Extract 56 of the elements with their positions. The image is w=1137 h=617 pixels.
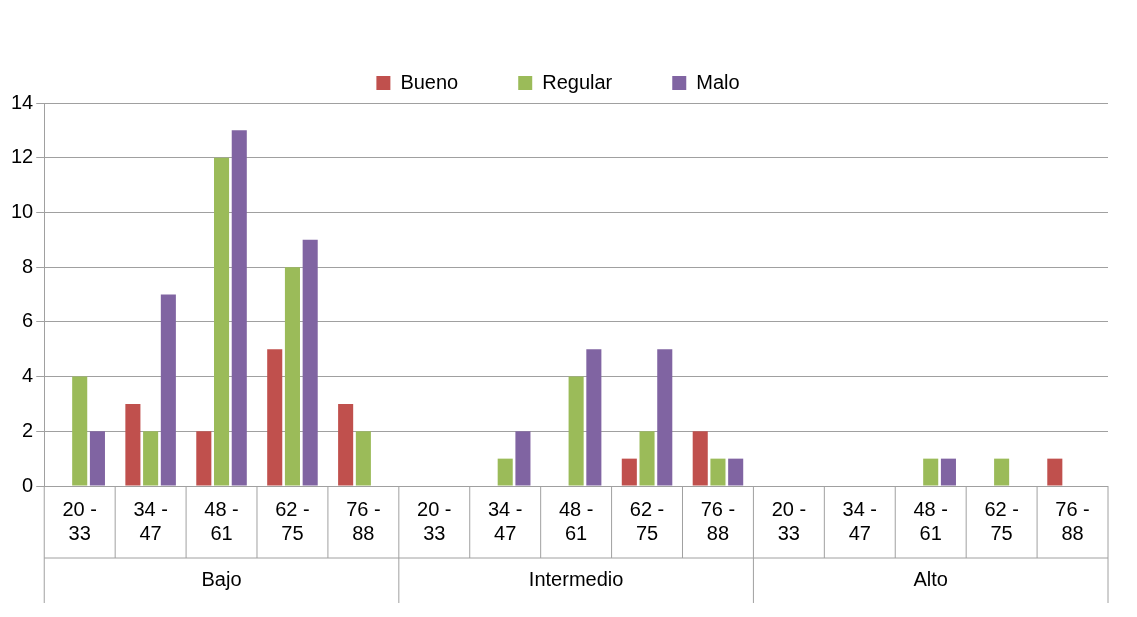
bar (89, 431, 105, 486)
x-tick-label: 34 - 47 (842, 497, 878, 544)
x-tick-label: 76 - 88 (700, 497, 736, 544)
x-tick-label: 20 - 33 (771, 497, 807, 544)
y-tick-label: 14 (11, 90, 34, 113)
x-tick-label: 76 - 88 (1055, 497, 1090, 544)
bar (302, 239, 318, 486)
x-tick-label: 34 - 47 (133, 497, 168, 544)
bar (196, 431, 212, 486)
x-tick-label: 62 - 75 (629, 497, 665, 544)
x-tick-label: 62 - 75 (275, 497, 310, 544)
bar (214, 157, 230, 486)
bar (160, 294, 176, 486)
y-tick-label: 10 (11, 199, 34, 222)
y-tick-label: 4 (22, 364, 34, 387)
bar (728, 458, 744, 486)
y-tick-label: 2 (22, 418, 34, 441)
legend-label: Malo (696, 70, 740, 93)
y-tick-label: 0 (22, 473, 34, 496)
bar (586, 349, 602, 486)
x-tick-label: 76 - 88 (346, 497, 381, 544)
bar (515, 431, 531, 486)
bar (568, 376, 584, 486)
bar (621, 458, 637, 486)
bar (994, 458, 1010, 486)
y-tick-label: 6 (22, 309, 34, 332)
bar (497, 458, 513, 486)
x-tick-label: 34 - 47 (487, 497, 523, 544)
bar (125, 403, 141, 486)
bar (284, 267, 300, 486)
text: Intermedio (528, 567, 624, 590)
bar (143, 431, 159, 486)
x-tick-label: 48 - 61 (913, 497, 948, 544)
bar (355, 431, 371, 486)
bar (1047, 458, 1063, 486)
x-tick-label: 48 - 61 (558, 497, 594, 544)
bar (940, 458, 956, 486)
legend-label: Regular (542, 70, 613, 93)
bar (657, 349, 673, 486)
text: Bajo (201, 567, 242, 590)
y-tick-label: 8 (22, 254, 34, 277)
bar (267, 349, 283, 486)
bar (639, 431, 655, 486)
bar (923, 458, 939, 486)
x-tick-label: 62 - 75 (984, 497, 1019, 544)
bar (710, 458, 726, 486)
x-tick-label: 20 - 33 (62, 497, 97, 544)
bar (692, 431, 708, 486)
bar (72, 376, 88, 486)
x-tick-label: 48 - 61 (204, 497, 239, 544)
x-tick-label: 20 - 33 (417, 497, 452, 544)
y-tick-label: 12 (11, 145, 34, 168)
legend-label: Bueno (400, 70, 459, 93)
bar (338, 403, 354, 486)
text: Alto (913, 567, 948, 590)
bar (231, 130, 247, 486)
